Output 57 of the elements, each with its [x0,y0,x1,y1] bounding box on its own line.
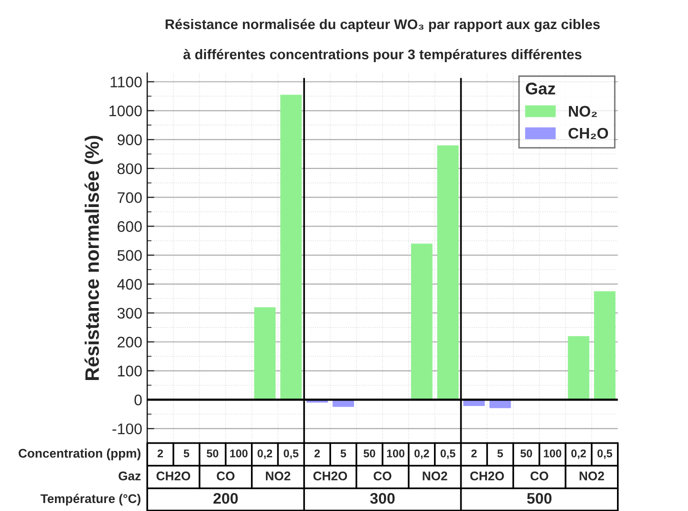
y-tick-label: 500 [117,250,142,261]
x-tick-label: 2 [471,449,477,458]
y-tick-label: 900 [118,134,142,146]
text: Concentration (ppm) [18,448,140,460]
text: Température (°C) [40,494,140,506]
x-tick-label: 0,5 [284,449,298,459]
y-tick-label: 300 [117,308,142,319]
y-tick-label: 800 [118,163,142,174]
y-tick-label: -100 [112,423,142,434]
x-tick-label: 100 [387,449,404,458]
text: CO [530,472,548,480]
x-tick-label: 0,2 [258,449,272,459]
x-tick-label: 50 [206,449,218,458]
text: CO [374,472,392,480]
text: NO2 [580,472,604,480]
text: CO [216,472,235,480]
y-tick-label: 200 [118,336,142,348]
bar [568,336,590,400]
text: Gaz [118,472,141,480]
legend-label: CH₂O [568,128,608,140]
y-tick-label: 700 [118,192,142,204]
x-tick-label: 0,2 [571,449,586,459]
x-tick-label: 100 [230,449,248,458]
chart-title: Résistance normalisée du capteur WO₃ par rapport aux gaz cibles à différentes concentrations pour 3 températures différentes [166,18,600,62]
text: CH2O [156,472,190,480]
legend-label: NO₂ [568,106,597,118]
text: CH2O [470,472,504,480]
y-tick-label: 400 [117,278,142,290]
bar [280,94,302,400]
y-tick-label: 0 [134,394,142,406]
x-tick-label: 5 [497,450,503,458]
x-tick-label: 2 [314,449,320,458]
text: CH2O [313,472,348,480]
y-tick-label: 1100 [110,76,142,88]
text: NO2 [266,472,290,480]
bar [411,244,432,400]
x-tick-label: 50 [520,449,532,458]
x-tick-label: 100 [544,449,562,458]
x-tick-label: 5 [184,450,190,458]
x-tick-label: 0,2 [414,449,430,459]
legend-title: Gaz [526,82,556,94]
bar [437,145,459,400]
y-axis-title: Résistance normalisée (%) [84,136,103,380]
x-tick-label: 0,5 [440,449,456,459]
text: 300 [370,492,395,504]
text: NO2 [422,472,448,480]
x-tick-label: 5 [340,450,346,458]
text: 200 [213,492,238,504]
y-tick-label: 100 [118,366,142,376]
bar [254,307,276,400]
x-tick-label: 50 [364,449,376,458]
y-tick-label: 1000 [110,106,142,116]
y-tick-label: 600 [118,221,142,232]
x-tick-label: 2 [158,449,163,458]
text: 500 [527,492,552,504]
bar [594,291,616,400]
x-tick-label: 0,5 [597,449,612,459]
